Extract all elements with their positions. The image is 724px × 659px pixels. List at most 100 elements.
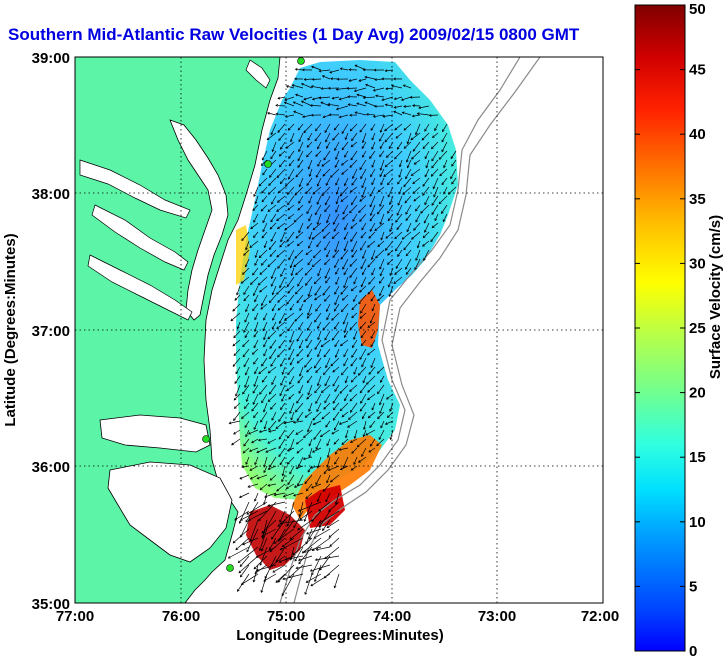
velocity-arrow [278, 132, 286, 141]
velocity-arrow [312, 78, 322, 80]
velocity-arrow [423, 213, 430, 224]
velocity-arrow [311, 85, 322, 89]
velocity-arrow [339, 96, 349, 100]
velocity-arrow [297, 474, 304, 486]
velocity-arrowhead [269, 175, 272, 178]
velocity-arrowhead [394, 156, 397, 160]
velocity-arrow [393, 111, 403, 116]
velocity-arrowhead [405, 211, 408, 215]
velocity-arrowhead [243, 364, 247, 368]
velocity-arrowhead [423, 258, 426, 261]
velocity-arrowhead [271, 326, 275, 330]
velocity-arrowhead [306, 327, 310, 331]
velocity-arrow [286, 384, 295, 391]
velocity-arrowhead [305, 191, 308, 195]
x-tick-label: 75:00 [267, 608, 305, 625]
velocity-arrow [311, 66, 322, 71]
velocity-arrowhead [267, 504, 271, 507]
velocity-arrow [308, 285, 313, 297]
velocity-arrowhead [268, 427, 271, 431]
velocity-arrowhead [314, 319, 317, 323]
velocity-arrowhead [314, 292, 318, 296]
velocity-arrowhead [327, 86, 331, 90]
velocity-arrowhead [310, 583, 314, 587]
velocity-arrow [322, 285, 331, 296]
velocity-arrow [286, 231, 295, 242]
velocity-arrowhead [321, 75, 325, 78]
velocity-arrow [318, 501, 331, 512]
velocity-arrow [323, 231, 331, 239]
velocity-arrowhead [268, 429, 272, 433]
velocity-arrow [343, 348, 349, 357]
velocity-arrowhead [322, 115, 326, 119]
velocity-arrowhead [331, 431, 335, 435]
velocity-arrowhead [379, 266, 382, 270]
velocity-arrowhead [295, 441, 299, 445]
velocity-arrowhead [289, 307, 293, 311]
velocity-arrowhead [298, 327, 301, 331]
velocity-arrowhead [335, 107, 339, 111]
velocity-arrowhead [324, 383, 328, 387]
velocity-arrowhead [271, 292, 275, 296]
velocity-arrow [380, 177, 385, 185]
velocity-arrow [286, 294, 295, 305]
velocity-arrow [322, 114, 331, 118]
velocity-arrow [306, 150, 313, 158]
velocity-arrow [326, 456, 331, 468]
velocity-arrow [298, 555, 313, 561]
velocity-arrow [314, 384, 322, 394]
velocity-arrowhead [394, 127, 398, 131]
velocity-arrowhead [314, 579, 317, 583]
velocity-arrowhead [311, 485, 314, 489]
velocity-arrow [304, 78, 313, 80]
velocity-arrow [278, 438, 286, 449]
velocity-arrow [387, 204, 394, 214]
velocity-arrowhead [314, 138, 318, 142]
velocity-arrowhead [293, 219, 297, 223]
velocity-arrow [268, 420, 277, 431]
velocity-arrow [314, 276, 322, 284]
velocity-arrowhead [243, 443, 247, 447]
velocity-arrowhead [441, 211, 444, 214]
velocity-arrow [305, 186, 313, 194]
velocity-arrowhead [289, 537, 293, 540]
chesapeake-bay [169, 119, 229, 321]
velocity-arrow [380, 159, 385, 171]
velocity-arrow [253, 285, 259, 296]
colorbar-label: Surface Velocity (cm/s) [707, 215, 724, 379]
velocity-arrowhead [273, 541, 277, 544]
velocity-arrowhead [351, 451, 354, 454]
velocity-arrow [406, 222, 412, 232]
velocity-arrowhead [341, 172, 345, 175]
velocity-arrow [361, 447, 367, 457]
velocity-arrow [242, 348, 250, 358]
velocity-arrow [313, 429, 322, 440]
velocity-arrowhead [233, 431, 236, 435]
velocity-arrowhead [395, 266, 399, 269]
velocity-arrow [280, 141, 286, 150]
velocity-arrow [278, 339, 286, 349]
velocity-arrowhead [310, 85, 314, 89]
velocity-arrowhead [334, 249, 338, 253]
bathymetry-contour [279, 57, 521, 603]
velocity-arrowhead [324, 337, 327, 341]
velocity-arrow [317, 213, 322, 225]
velocity-arrowhead [384, 139, 388, 143]
velocity-arrowhead [405, 272, 409, 275]
velocity-arrowhead [317, 326, 320, 329]
velocity-arrowhead [295, 566, 299, 570]
velocity-arrowhead [279, 547, 283, 551]
velocity-arrowhead [333, 229, 337, 232]
velocity-arrowhead [385, 87, 389, 91]
velocity-arrowhead [360, 266, 364, 270]
velocity-arrow [314, 204, 322, 215]
velocity-arrowhead [391, 84, 395, 88]
moderate-speed-zone [236, 225, 250, 285]
velocity-arrowhead [432, 186, 436, 190]
velocity-arrowhead [361, 227, 364, 231]
velocity-arrow [321, 411, 331, 420]
velocity-arrowhead [283, 101, 287, 105]
velocity-arrow [380, 420, 385, 428]
velocity-arrow [373, 87, 385, 91]
velocity-arrow [261, 195, 268, 203]
